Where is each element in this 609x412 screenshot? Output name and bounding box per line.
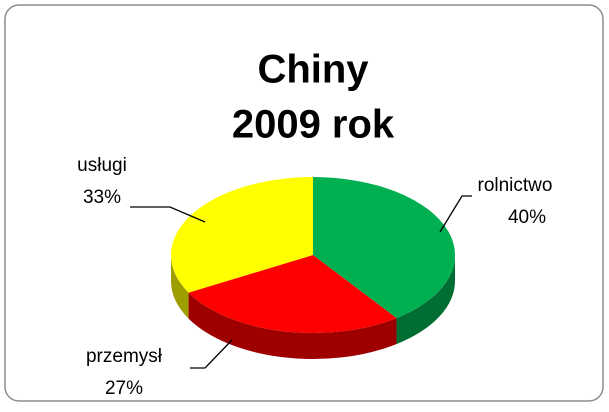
leader-line bbox=[439, 195, 472, 233]
data-label-value: 27% bbox=[105, 378, 143, 399]
pie-slice bbox=[313, 177, 455, 319]
chart-title: 2009 rok bbox=[232, 103, 395, 147]
pie-slice bbox=[188, 255, 397, 333]
data-label-name: usługi bbox=[77, 155, 127, 176]
data-label-value: 40% bbox=[508, 207, 546, 228]
data-label-name: przemysł bbox=[86, 346, 163, 367]
pie-side bbox=[396, 255, 455, 345]
data-label-value: 33% bbox=[83, 187, 121, 208]
leader-line bbox=[190, 339, 233, 369]
leader-line bbox=[130, 206, 206, 223]
chart-title: Chiny bbox=[257, 48, 369, 92]
pie-slice bbox=[171, 177, 313, 293]
pie-side bbox=[188, 292, 397, 359]
data-label-name: rolnictwo bbox=[478, 175, 553, 196]
pie-side bbox=[171, 255, 189, 319]
